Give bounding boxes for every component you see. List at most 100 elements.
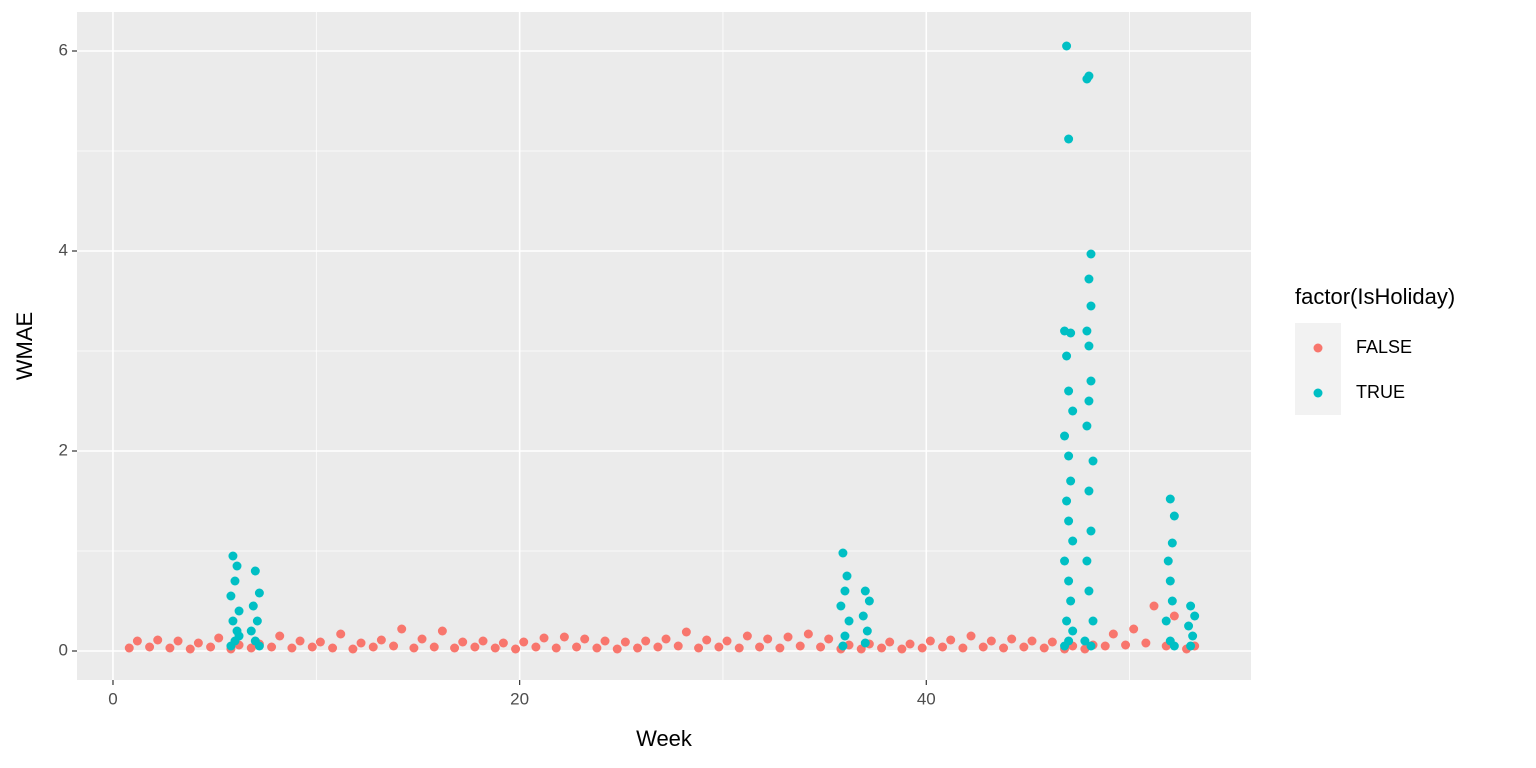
point xyxy=(1066,328,1076,338)
point xyxy=(897,644,907,654)
legend-key xyxy=(1313,343,1323,353)
point xyxy=(328,643,338,653)
point xyxy=(1066,596,1076,606)
point xyxy=(458,637,468,647)
point xyxy=(844,616,854,626)
point xyxy=(795,641,805,651)
point xyxy=(783,632,793,642)
point xyxy=(470,642,480,652)
point xyxy=(1188,631,1198,641)
point xyxy=(287,643,297,653)
point xyxy=(1060,431,1070,441)
point xyxy=(1186,641,1196,651)
point xyxy=(267,642,277,652)
point xyxy=(1007,634,1017,644)
point xyxy=(348,644,358,654)
y-tick-label: 0 xyxy=(59,640,68,659)
legend-key-bg xyxy=(1295,323,1341,415)
point xyxy=(1165,576,1175,586)
point xyxy=(376,635,386,645)
point xyxy=(958,643,968,653)
point xyxy=(734,643,744,653)
x-tick-label: 0 xyxy=(108,689,117,708)
point xyxy=(165,643,175,653)
point xyxy=(132,636,142,646)
point xyxy=(641,636,651,646)
point xyxy=(1064,516,1074,526)
point xyxy=(1084,586,1094,596)
point xyxy=(1086,249,1096,259)
point xyxy=(1086,641,1096,651)
point xyxy=(295,636,305,646)
point xyxy=(1167,538,1177,548)
legend-label: TRUE xyxy=(1356,382,1405,402)
point xyxy=(389,641,399,651)
point xyxy=(840,631,850,641)
point xyxy=(1161,616,1171,626)
point xyxy=(1186,601,1196,611)
point xyxy=(1088,616,1098,626)
point xyxy=(145,642,155,652)
x-axis-label: Week xyxy=(636,726,693,751)
point xyxy=(1039,643,1049,653)
point xyxy=(681,627,691,637)
point xyxy=(653,642,663,652)
point xyxy=(946,635,956,645)
y-axis-label: WMAE xyxy=(12,312,37,380)
point xyxy=(1086,526,1096,536)
point xyxy=(153,635,163,645)
point xyxy=(307,642,317,652)
point xyxy=(1068,406,1078,416)
point xyxy=(254,588,264,598)
point xyxy=(490,643,500,653)
grid xyxy=(77,12,1251,680)
point xyxy=(1060,641,1070,651)
point xyxy=(775,643,785,653)
point xyxy=(1047,637,1057,647)
point xyxy=(986,636,996,646)
point xyxy=(1062,616,1072,626)
point xyxy=(252,616,262,626)
point xyxy=(368,642,378,652)
point xyxy=(592,643,602,653)
point xyxy=(206,642,216,652)
point xyxy=(246,643,256,653)
point xyxy=(214,633,224,643)
point xyxy=(755,642,765,652)
point xyxy=(999,643,1009,653)
point xyxy=(838,548,848,558)
point xyxy=(620,637,630,647)
point xyxy=(1027,636,1037,646)
point xyxy=(478,636,488,646)
point xyxy=(864,596,874,606)
point xyxy=(230,576,240,586)
point xyxy=(633,643,643,653)
point xyxy=(978,642,988,652)
point xyxy=(246,626,256,636)
point xyxy=(1019,642,1029,652)
point xyxy=(1084,274,1094,284)
point xyxy=(836,601,846,611)
point xyxy=(1064,386,1074,396)
point xyxy=(860,638,870,648)
point xyxy=(397,624,407,634)
point xyxy=(232,561,242,571)
point xyxy=(1084,486,1094,496)
point xyxy=(694,643,704,653)
point xyxy=(356,638,366,648)
point xyxy=(336,629,346,639)
point xyxy=(966,631,976,641)
point xyxy=(1086,301,1096,311)
point xyxy=(193,638,203,648)
point xyxy=(1084,341,1094,351)
point xyxy=(234,606,244,616)
point xyxy=(877,643,887,653)
point xyxy=(1084,396,1094,406)
point xyxy=(1184,621,1194,631)
point xyxy=(1062,41,1072,51)
point xyxy=(1169,641,1179,651)
point xyxy=(226,641,236,651)
point xyxy=(1088,456,1098,466)
point xyxy=(531,642,541,652)
